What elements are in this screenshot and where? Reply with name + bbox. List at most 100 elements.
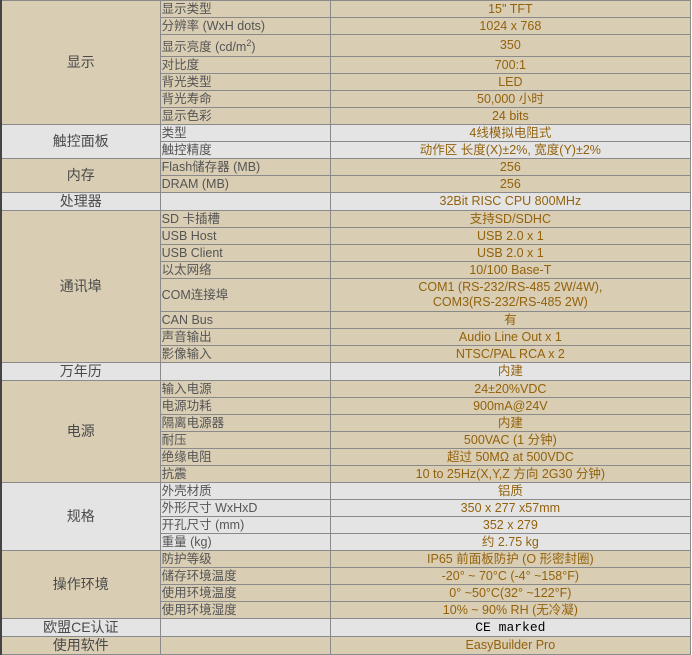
value-text: USB 2.0 x 1 [477,228,544,243]
param-label: 使用环境温度 [161,585,237,600]
spec-row: 电源 输入电源 24±20%VDC [0,380,692,483]
spec-row: 耐压 500VAC (1 分钟) [1,431,692,449]
param-label: 抗震 [161,466,187,481]
spec-row: 通讯埠 SD 卡插槽 支持SD/SDHC [0,210,692,363]
category-cell: 显示 [0,0,161,125]
param-label: 耐压 [161,432,187,447]
value-cell: 内建 [329,362,692,381]
param-label: DRAM (MB) [161,176,229,191]
param-label: Flash储存器 (MB) [161,159,261,174]
category-cell: 处理器 [0,192,161,211]
spec-row: 操作环境 防护等级 IP65 前面板防护 (O 形密封圈) [0,550,692,619]
param-label: 重量 (kg) [161,534,212,549]
param-cell: 显示亮度 (cd/m2) [159,34,331,57]
param-cell: 电源功耗 [159,397,331,415]
param-cell: 输入电源 [159,380,331,398]
param-cell: USB Client [159,244,331,262]
value-text: 352 x 279 [482,517,538,532]
param-cell: 分辨率 (WxH dots) [159,17,331,35]
value-text: 0° ~50°C(32° ~122°F) [449,585,572,600]
spec-row: 背光类型 LED [1,73,692,91]
spec-row: 绝缘电阻 超过 50MΩ at 500VDC [1,448,692,466]
value-cell: IP65 前面板防护 (O 形密封圈) [329,550,692,568]
value-text: 10/100 Base-T [469,262,552,277]
spec-row: 显示亮度 (cd/m2) 350 [1,34,692,57]
spec-row: 储存环境温度 -20° ~ 70°C (-4° ~158°F) [1,567,692,585]
value-cell: -20° ~ 70°C (-4° ~158°F) [329,567,692,585]
category-cell: 操作环境 [0,550,161,619]
value-cell: 动作区 长度(X)±2%, 宽度(Y)±2% [329,141,692,159]
param-cell [159,618,331,637]
value-cell: 10% ~ 90% RH (无冷凝) [329,601,692,619]
spec-row: USB Host USB 2.0 x 1 [1,227,692,245]
value-text: 10% ~ 90% RH (无冷凝) [442,602,578,617]
value-cell: 352 x 279 [329,516,692,534]
value-cell: 15" TFT [329,0,692,18]
value-text: 内建 [497,415,523,430]
param-cell: 抗震 [159,465,331,483]
param-cell [159,192,331,211]
spec-row: 显示色彩 24 bits [1,107,692,125]
param-label: USB Host [161,228,217,243]
value-cell: 350 [329,34,692,57]
value-cell: 32Bit RISC CPU 800MHz [329,192,692,211]
spec-row: COM连接埠 COM1 (RS-232/RS-485 2W/4W), COM3(RS… [1,278,692,312]
param-label: USB Client [161,245,223,260]
spec-row: 抗震 10 to 25Hz(X,Y,Z 方向 2G30 分钟) [1,465,692,483]
category-cell: 通讯埠 [0,210,161,363]
param-label: 外形尺寸 WxHxD [161,500,258,515]
spec-row: 隔离电源器 内建 [1,414,692,432]
value-text-line2: COM3(RS-232/RS-485 2W) [432,295,588,309]
spec-row: 以太网络 10/100 Base-T [1,261,692,279]
param-cell: 触控精度 [159,141,331,159]
param-cell [159,362,331,381]
param-cell: 耐压 [159,431,331,449]
value-text: IP65 前面板防护 (O 形密封圈) [427,551,594,566]
param-cell: 以太网络 [159,261,331,279]
value-text: 约 2.75 kg [481,534,539,549]
param-cell: 背光类型 [159,73,331,91]
param-cell: 类型 [159,124,331,142]
spec-row: 对比度 700:1 [1,56,692,74]
param-label: 触控精度 [161,142,212,157]
param-cell: 声音输出 [159,328,331,346]
param-label: 背光类型 [161,74,212,89]
value-text: 900mA@24V [473,398,548,413]
spec-row: 内存 Flash储存器 (MB) 256 [0,158,692,193]
value-cell: 4线模拟电阻式 [329,124,692,142]
category-cell: 万年历 [0,362,161,381]
param-superscript: 2 [246,37,252,48]
value-cell: 900mA@24V [329,397,692,415]
param-label: 影像输入 [161,346,212,361]
param-cell: 显示色彩 [159,107,331,125]
value-cell: Audio Line Out x 1 [329,328,692,346]
param-label: 输入电源 [161,381,212,396]
value-text: 1024 x 768 [479,18,542,33]
category-cell: 规格 [0,482,161,551]
value-text: 350 x 277 x57mm [460,500,561,515]
param-cell: 隔离电源器 [159,414,331,432]
param-cell: Flash储存器 (MB) [159,158,331,176]
param-cell: 外壳材质 [159,482,331,500]
value-text: 500VAC (1 分钟) [463,432,557,447]
param-label: 隔离电源器 [161,415,225,430]
param-cell: 外形尺寸 WxHxD [159,499,331,517]
param-cell: 对比度 [159,56,331,74]
value-cell: 256 [329,158,692,176]
value-cell: 350 x 277 x57mm [329,499,692,517]
param-label-tail: ) [251,40,256,55]
value-cell: 256 [329,175,692,193]
param-cell: SD 卡插槽 [159,210,331,228]
param-label: 声音输出 [161,329,212,344]
spec-row: 使用环境湿度 10% ~ 90% RH (无冷凝) [1,601,692,619]
value-text: 15" TFT [488,1,533,16]
value-cell: 10/100 Base-T [329,261,692,279]
param-label: 显示色彩 [161,108,212,123]
param-cell [159,636,331,655]
value-text: 256 [499,159,521,174]
category-cell: 欧盟CE认证 [0,618,161,637]
value-text: COM1 (RS-232/RS-485 2W/4W), [418,280,603,294]
param-label: 使用环境湿度 [161,602,237,617]
param-label: 防护等级 [161,551,212,566]
